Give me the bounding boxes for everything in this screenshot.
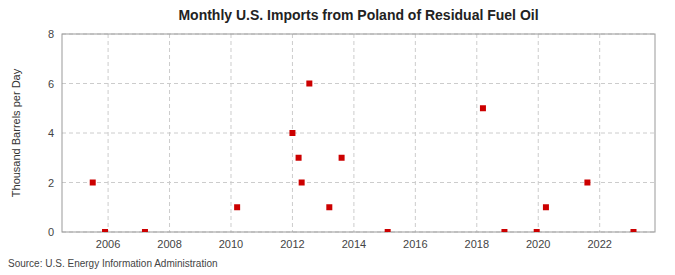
y-tick-label: 6 [48, 78, 54, 90]
point [102, 229, 108, 232]
y-tick-label: 2 [48, 177, 54, 189]
point [289, 130, 295, 136]
x-grid-line [353, 34, 354, 232]
x-tick-label: 2020 [526, 238, 550, 250]
y-grid-line [62, 133, 655, 134]
y-tick-label: 4 [48, 127, 54, 139]
point [385, 229, 391, 232]
x-tick-label: 2010 [219, 238, 243, 250]
title: Monthly U.S. Imports from Poland of Resi… [178, 7, 538, 23]
x-tick-label: 2012 [280, 238, 304, 250]
point [306, 81, 312, 87]
x-grid-line [476, 34, 477, 232]
point [543, 204, 549, 210]
x-tick-label: 2008 [157, 238, 181, 250]
point [339, 155, 345, 161]
point [90, 180, 96, 186]
point [234, 204, 240, 210]
x-grid-line [599, 34, 600, 232]
x-tick-label: 2014 [342, 238, 366, 250]
y-tick-label: 8 [48, 28, 54, 40]
point [142, 229, 148, 232]
x-grid-line [108, 34, 109, 232]
x-grid-line [169, 34, 170, 232]
point [630, 229, 636, 232]
point [501, 229, 507, 232]
y-tick-label: 0 [48, 226, 54, 238]
grid [62, 34, 655, 232]
y-grid-line [62, 182, 655, 183]
point [299, 180, 305, 186]
points [90, 81, 637, 233]
plot-frame [62, 34, 655, 232]
point [584, 180, 590, 186]
point [480, 105, 486, 111]
point [534, 229, 540, 232]
y-axis-label: Thousand Barrels per Day [10, 68, 22, 197]
background [0, 0, 675, 275]
point [296, 155, 302, 161]
x-tick-label: 2016 [403, 238, 427, 250]
x-tick-label: 2018 [465, 238, 489, 250]
y-grid-line [62, 83, 655, 84]
x-grid-line [538, 34, 539, 232]
x-grid-line [230, 34, 231, 232]
chart: Monthly U.S. Imports from Poland of Resi… [0, 0, 675, 275]
x-tick-label: 2022 [587, 238, 611, 250]
point [326, 204, 332, 210]
x-tick-label: 2006 [96, 238, 120, 250]
source-note: Source: U.S. Energy Information Administ… [8, 258, 218, 269]
x-grid-line [415, 34, 416, 232]
